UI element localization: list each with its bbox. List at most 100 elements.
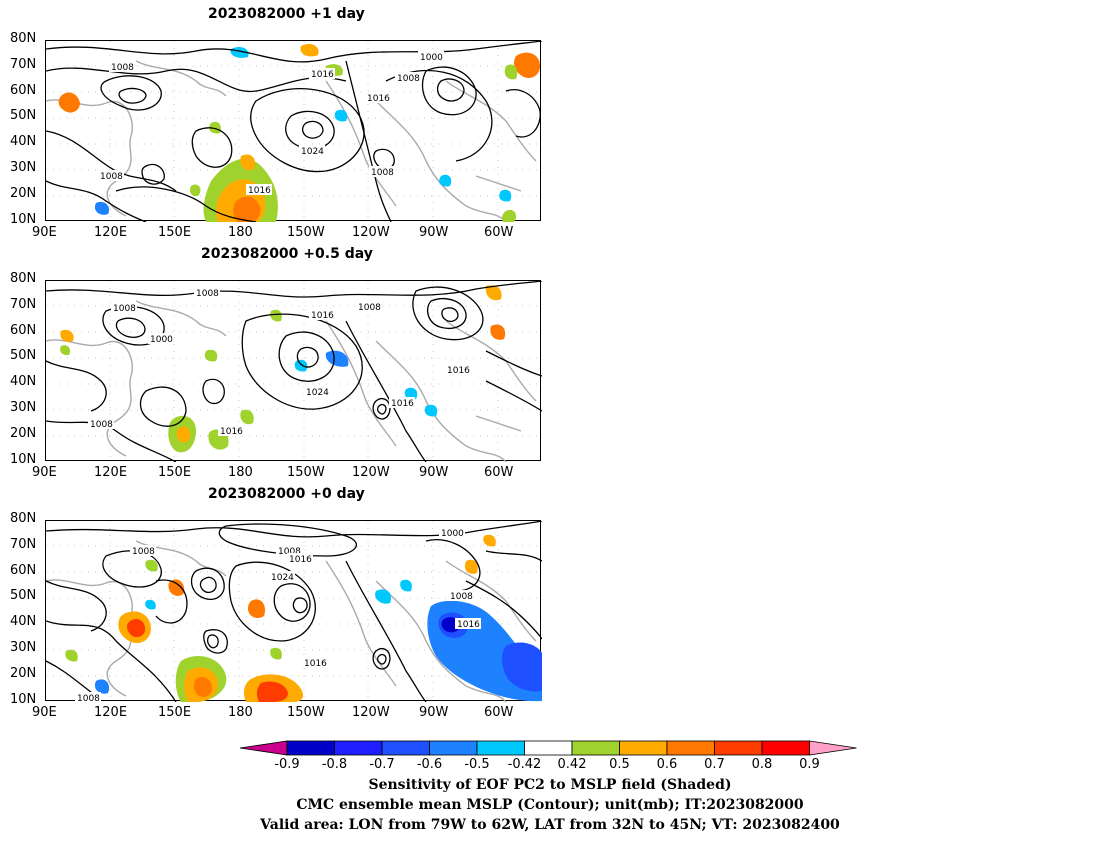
lat-tick: 20N xyxy=(10,666,37,681)
contour-label: 1008 xyxy=(358,303,381,313)
lat-tick: 70N xyxy=(10,297,37,312)
lon-tick: 150E xyxy=(158,705,192,720)
contour-label: 1008 xyxy=(77,694,100,702)
panel-3-title: 2023082000 +0 day xyxy=(208,486,365,502)
contour-label: 1000 xyxy=(441,529,464,539)
map-panel-3-graphics: 1008 1008 1016 1024 1000 1008 1016 1016 … xyxy=(46,521,542,702)
map-panel-2: 1008 1008 1000 1016 1008 1024 1016 1016 … xyxy=(45,280,542,462)
colorbar-tick-label: -0.42 xyxy=(507,757,542,772)
colorbar-tick-label: 0.7 xyxy=(704,757,725,772)
colorbar-labels: -0.9 -0.8 -0.7 -0.6 -0.5 -0.42 0.42 0.5 0.6 0.7 0.… xyxy=(240,757,860,775)
lon-tick: 120E xyxy=(94,465,128,480)
colorbar-tick-label: 0.42 xyxy=(557,757,587,772)
lat-tick: 30N xyxy=(10,640,37,655)
grid-lines xyxy=(46,281,542,462)
lon-tick: 60W xyxy=(484,225,514,240)
lon-tick: 90W xyxy=(419,705,449,720)
lat-tick: 30N xyxy=(10,160,37,175)
shading-positive xyxy=(58,44,540,222)
contour-label: 1008 xyxy=(111,63,134,73)
lat-tick: 70N xyxy=(10,57,37,72)
contour-label: 1016 xyxy=(367,94,390,104)
grid-lines xyxy=(46,41,542,222)
contour-label: 1016 xyxy=(248,186,271,196)
contour-label: 1008 xyxy=(132,547,155,557)
lon-tick: 150W xyxy=(287,465,325,480)
lon-tick: 180 xyxy=(228,465,253,480)
colorbar-swatch xyxy=(571,740,620,756)
colorbar-swatch xyxy=(381,740,430,756)
lon-tick: 120E xyxy=(94,225,128,240)
mslp-contours xyxy=(46,41,542,222)
lon-tick: 150E xyxy=(158,225,192,240)
lon-tick: 150W xyxy=(287,225,325,240)
contour-label: 1008 xyxy=(100,172,123,182)
colorbar-swatch xyxy=(761,740,810,756)
contour-label: 1008 xyxy=(196,289,219,299)
caption-line-2: CMC ensemble mean MSLP (Contour); unit(m… xyxy=(296,797,804,813)
colorbar-tick-label: -0.7 xyxy=(369,757,395,772)
colorbar-tick-label: -0.5 xyxy=(464,757,490,772)
colorbar-tick-label: -0.6 xyxy=(416,757,443,772)
colorbar-swatch xyxy=(619,740,668,756)
contour-labels: 1008 1016 1000 1008 1016 1024 1008 1008 … xyxy=(98,51,444,196)
lon-tick: 120E xyxy=(94,705,128,720)
map-panel-1-graphics: 1008 1016 1000 1008 1016 1024 1008 1008 … xyxy=(46,41,542,222)
lat-tick: 60N xyxy=(10,83,37,98)
lat-tick: 50N xyxy=(10,348,37,363)
contour-label: 1008 xyxy=(90,420,113,430)
lat-tick: 50N xyxy=(10,588,37,603)
contour-label: 1024 xyxy=(306,388,329,398)
panel-1-title: 2023082000 +1 day xyxy=(208,6,365,22)
contour-labels: 1008 1008 1000 1016 1008 1024 1016 1016 … xyxy=(88,287,471,437)
contour-labels: 1008 1008 1016 1024 1000 1008 1016 1016 … xyxy=(75,527,481,702)
lon-tick: 90E xyxy=(32,225,57,240)
colorbar-swatch xyxy=(334,740,383,756)
colorbar-swatch xyxy=(429,740,478,756)
colorbar-tick-label: 0.8 xyxy=(751,757,773,772)
contour-label: 1024 xyxy=(271,573,294,583)
colorbar: -0.9 -0.8 -0.7 -0.6 -0.5 -0.42 0.42 0.5 0.6 0.7 0.… xyxy=(240,740,860,780)
panel-2-title: 2023082000 +0.5 day xyxy=(201,246,373,262)
colorbar-high-arrow xyxy=(809,740,857,756)
colorbar-graphic xyxy=(240,740,857,756)
lat-tick: 80N xyxy=(10,271,37,286)
contour-label: 1008 xyxy=(113,304,136,314)
lon-tick: 180 xyxy=(228,225,253,240)
contour-label: 1016 xyxy=(391,399,414,409)
colorbar-low-arrow xyxy=(240,740,288,756)
contour-label: 1008 xyxy=(397,74,420,84)
lon-tick: 90W xyxy=(419,225,449,240)
lon-tick: 120W xyxy=(352,225,390,240)
lon-tick: 150E xyxy=(158,465,192,480)
map-panel-2-graphics: 1008 1008 1000 1016 1008 1024 1016 1016 … xyxy=(46,281,542,462)
lat-tick: 80N xyxy=(10,511,37,526)
colorbar-swatch xyxy=(524,740,573,756)
contour-label: 1016 xyxy=(447,366,470,376)
lon-tick: 120W xyxy=(352,465,390,480)
contour-label: 1016 xyxy=(220,427,243,437)
contour-label: 1000 xyxy=(150,335,173,345)
contour-label: 1016 xyxy=(289,555,312,565)
lon-tick: 60W xyxy=(484,705,514,720)
contour-label: 1008 xyxy=(371,168,394,178)
map-panel-3: 1008 1008 1016 1024 1000 1008 1016 1016 … xyxy=(45,520,542,702)
lat-tick: 10N xyxy=(10,692,37,707)
contour-label: 1000 xyxy=(420,53,443,63)
contour-label: 1008 xyxy=(278,547,301,557)
lat-tick: 70N xyxy=(10,537,37,552)
lon-tick: 60W xyxy=(484,465,514,480)
colorbar-tick-label: -0.8 xyxy=(321,757,348,772)
lat-tick: 80N xyxy=(10,31,37,46)
lat-tick: 40N xyxy=(10,134,37,149)
shading-positive xyxy=(65,534,496,702)
lon-tick: 90W xyxy=(419,465,449,480)
lat-tick: 40N xyxy=(10,374,37,389)
colorbar-tick-label: 0.6 xyxy=(656,757,678,772)
caption-line-1: Sensitivity of EOF PC2 to MSLP field (Sh… xyxy=(368,777,732,793)
colorbar-tick-label: 0.9 xyxy=(799,757,820,772)
colorbar-swatch xyxy=(714,740,763,756)
lat-tick: 10N xyxy=(10,212,37,227)
lon-tick: 120W xyxy=(352,705,390,720)
lon-tick: 90E xyxy=(32,465,57,480)
